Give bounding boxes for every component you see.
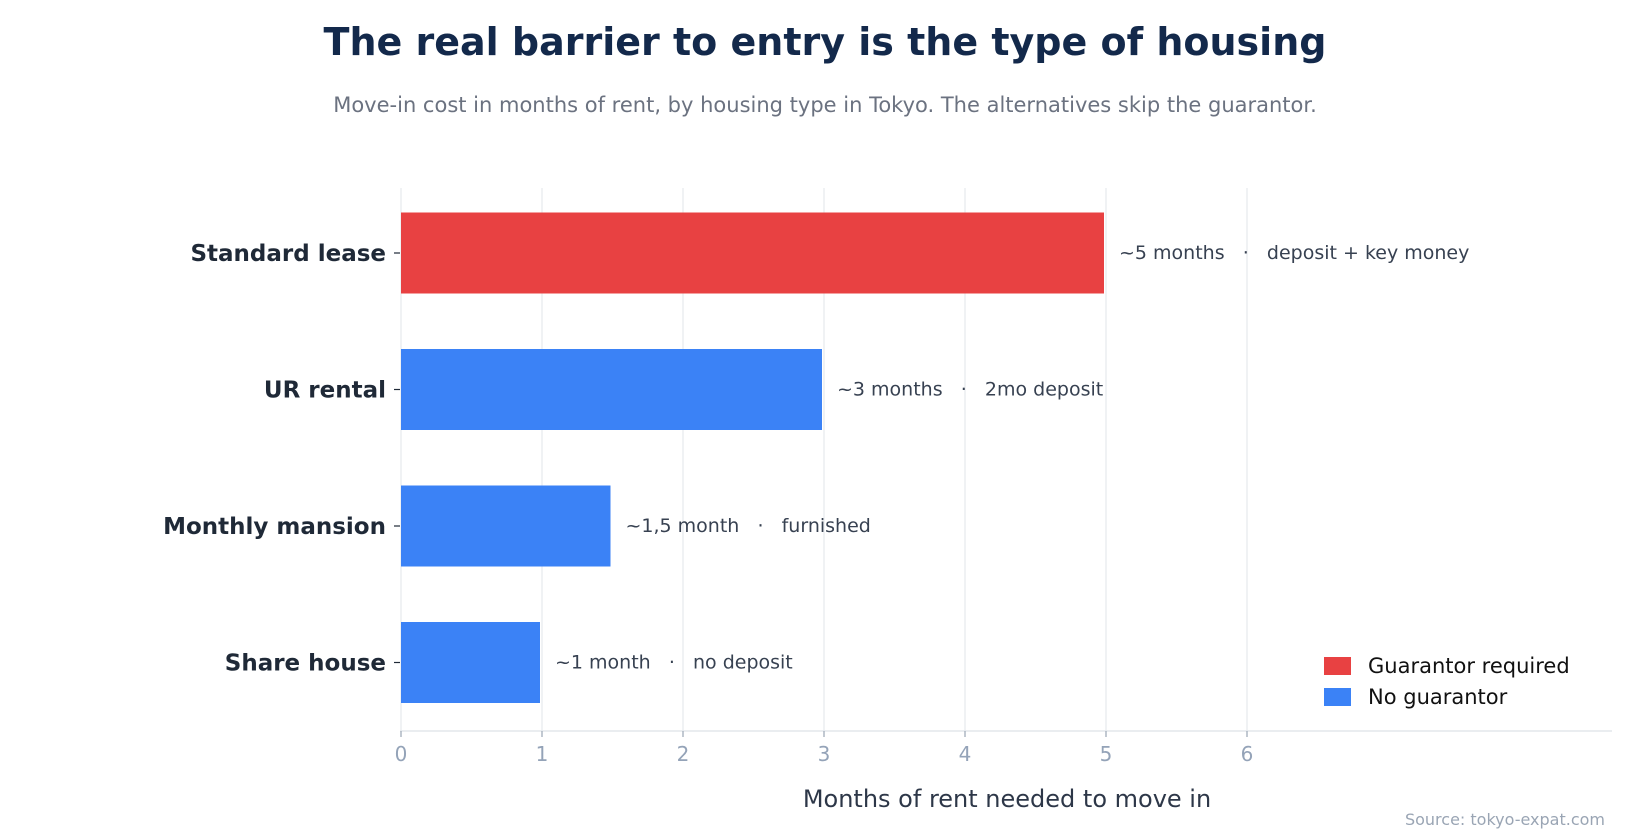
legend-swatch-no-guarantor (1324, 687, 1351, 706)
category-label-standard-lease: Standard lease (190, 241, 386, 267)
x-tick-label-4: 4 (959, 742, 972, 766)
bar-label-ur-rental: ~3 months · 2mo deposit (837, 379, 1103, 401)
legend: Guarantor required No guarantor (1324, 650, 1570, 712)
x-tick-label-6: 6 (1241, 742, 1254, 766)
x-tick-label-2: 2 (677, 742, 690, 766)
legend-label-no-guarantor: No guarantor (1368, 684, 1508, 709)
bar-label-standard-lease: ~5 months · deposit + key money (1119, 242, 1469, 264)
bar-monthly-mansion (401, 485, 611, 567)
bar-standard-lease (401, 212, 1104, 294)
category-label-monthly-mansion: Monthly mansion (163, 514, 386, 540)
x-axis-label: Months of rent needed to move in (803, 785, 1211, 813)
chart-title: The real barrier to entry is the type of… (323, 20, 1327, 64)
x-tick-label-0: 0 (395, 742, 408, 766)
legend-item-no-guarantor: No guarantor (1324, 681, 1570, 712)
x-tick-label-1: 1 (536, 742, 549, 766)
chart-subtitle: Move-in cost in months of rent, by housi… (333, 93, 1317, 117)
category-label-ur-rental: UR rental (264, 378, 386, 404)
bar-ur-rental (401, 349, 822, 430)
bar-share-house (401, 622, 540, 703)
bar-label-monthly-mansion: ~1,5 month · furnished (626, 515, 871, 537)
source-note: Source: tokyo-expat.com (1404, 810, 1605, 829)
x-tick-label-5: 5 (1100, 742, 1113, 766)
x-tick-label-3: 3 (818, 742, 831, 766)
bar-label-share-house: ~1 month · no deposit (555, 652, 793, 674)
legend-swatch-guarantor-required (1324, 656, 1351, 675)
category-label-share-house: Share house (225, 651, 386, 677)
legend-item-guarantor-required: Guarantor required (1324, 650, 1570, 681)
legend-label-guarantor-required: Guarantor required (1368, 653, 1570, 678)
